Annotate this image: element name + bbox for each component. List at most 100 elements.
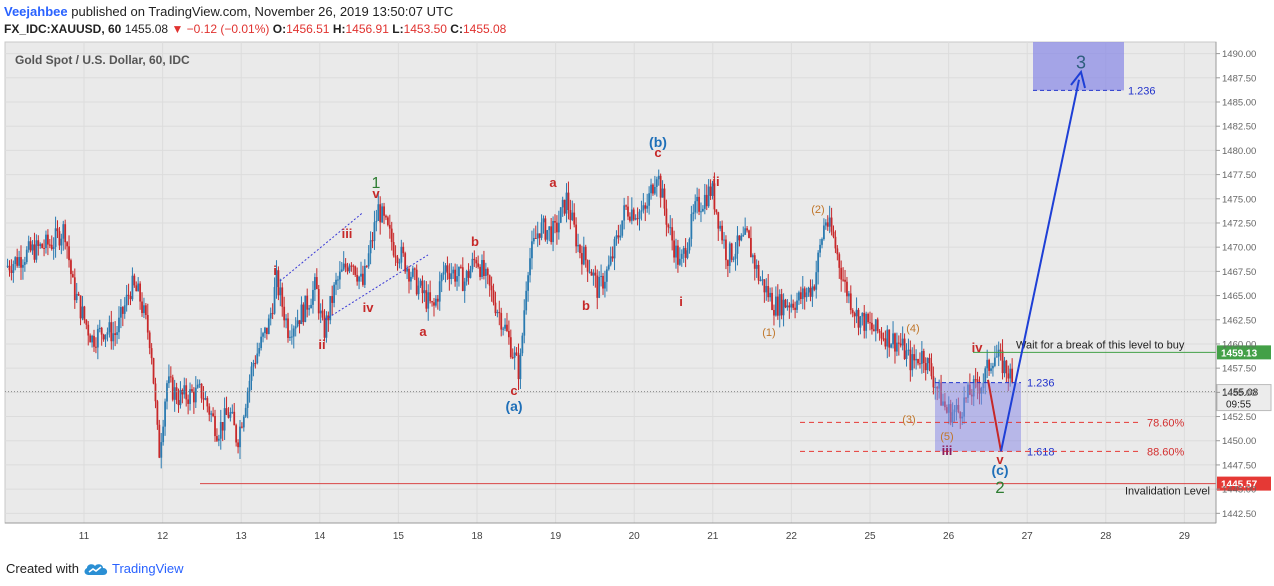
candle-body (252, 362, 255, 367)
candle-body (694, 201, 697, 213)
candle-body (116, 332, 118, 335)
candle-body (225, 408, 228, 415)
candle-body (725, 239, 727, 261)
candle-body (544, 218, 547, 240)
tradingview-link[interactable]: TradingView (83, 561, 184, 576)
candle-body (773, 309, 775, 316)
candle-body (571, 212, 574, 220)
candle-body (446, 265, 449, 274)
candle-body (241, 426, 243, 428)
candle-body (408, 268, 410, 282)
candle-body (865, 313, 868, 331)
candle-body (730, 243, 733, 260)
candle-body (70, 260, 72, 275)
price-tick-label: 1450.00 (1222, 436, 1256, 447)
candle-body (285, 318, 287, 321)
candle-body (646, 205, 649, 209)
candle-body (71, 274, 74, 278)
invalidation-note: Invalidation Level (1125, 486, 1210, 498)
candle-body (786, 305, 789, 308)
candle-body (515, 352, 518, 356)
candle-body (158, 424, 161, 458)
grid-lines (5, 42, 1216, 523)
candle-body (888, 329, 891, 348)
candle-body (853, 313, 856, 317)
candle-body (1003, 360, 1006, 374)
candle-body (615, 235, 618, 240)
candle-body (73, 277, 76, 301)
price-tick-label: 1485.00 (1222, 98, 1256, 109)
candle-body (475, 260, 478, 264)
candle-body (175, 387, 178, 401)
candle-body (171, 377, 174, 400)
candle-body (798, 292, 800, 301)
candle-body (398, 262, 401, 264)
price-axis[interactable]: 1490.00 1487.50 1485.00 1482.50 1480.00 1477.… (1215, 42, 1256, 523)
candle-body (473, 258, 476, 261)
candle-body (705, 194, 708, 207)
candle-body (31, 244, 34, 251)
time-tick-label: 20 (629, 531, 641, 542)
candle-body (851, 310, 854, 314)
candle-body (337, 279, 339, 281)
candle-body (442, 271, 445, 275)
candle-body (423, 290, 426, 294)
candle-body (477, 263, 480, 267)
author-name[interactable]: Veejahbee (4, 4, 68, 19)
candle-body (52, 246, 55, 249)
candle-body (911, 354, 914, 371)
candle-body (229, 412, 232, 418)
arrow-head-icon (1070, 69, 1086, 89)
time-tick-label: 11 (79, 531, 90, 542)
candle-body (629, 216, 631, 221)
candle-body (481, 259, 483, 277)
candle-body (502, 328, 505, 330)
candle-body (275, 270, 278, 288)
candle-body (678, 258, 681, 265)
candle-body (206, 398, 209, 407)
candle-body (834, 236, 837, 249)
candle-body (557, 222, 560, 233)
wave-label-red: v (996, 452, 1004, 467)
candle-body (488, 275, 491, 286)
current-price-value: 1455.08 (1222, 388, 1259, 399)
candle-body (459, 266, 462, 268)
candle-body (287, 318, 289, 338)
candle-body (600, 275, 602, 277)
open-label: O: (272, 22, 287, 36)
candle-body (177, 400, 180, 406)
candle-body (826, 222, 829, 227)
close-value: 1455.08 (462, 22, 507, 36)
wave-label-red: c (510, 383, 517, 398)
candle-body (527, 275, 530, 291)
candle-body (123, 305, 126, 314)
candle-body (686, 250, 689, 258)
candle-body (448, 273, 451, 280)
high-label: H: (332, 22, 346, 36)
candle-body (617, 235, 620, 238)
publish-line: Veejahbee published on TradingView.com, … (4, 4, 453, 19)
candle-body (131, 275, 134, 300)
candle-body (141, 301, 143, 314)
candle-body (990, 368, 992, 371)
candle-body (342, 263, 345, 270)
candle-body (404, 253, 407, 272)
candle-body (154, 383, 157, 402)
candle-body (438, 281, 441, 302)
buy-level-note: Wait for a break of this level to buy (1016, 339, 1185, 351)
candle-body (698, 196, 700, 212)
candle-body (95, 346, 97, 348)
time-axis[interactable]: 11 12 13 14 15 18 19 20 21 22 25 26 27 28 29 (5, 522, 1216, 542)
candle-body (135, 285, 138, 292)
candle-body (507, 330, 510, 338)
current-price-timer: 09:55 (1226, 400, 1251, 411)
candle-body (239, 426, 241, 448)
candle-body (83, 306, 86, 320)
candle-body (421, 280, 424, 294)
candle-body (496, 312, 499, 314)
wave-label-orange: (2) (811, 204, 824, 216)
candle-body (567, 192, 570, 211)
candle-body (133, 275, 136, 286)
wave-label-c: (c) (991, 462, 1008, 478)
